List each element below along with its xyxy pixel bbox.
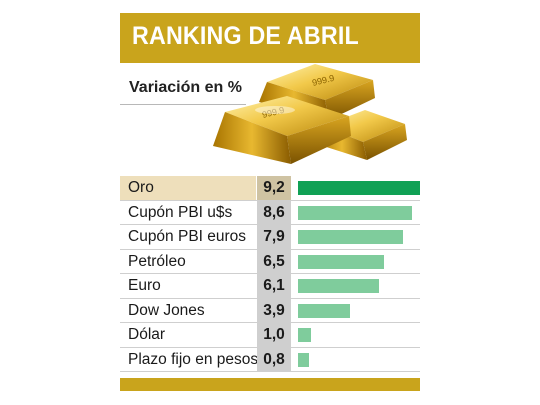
- chart-title: RANKING DE ABRIL: [132, 22, 359, 50]
- bar: [298, 254, 385, 269]
- table-row: Cupón PBI euros 7,9: [120, 225, 420, 250]
- row-divider: [120, 248, 420, 250]
- bar: [298, 328, 312, 342]
- row-divider: [120, 224, 420, 225]
- row-divider: [120, 322, 420, 323]
- title-band: [120, 13, 420, 63]
- value-label: 6,5: [257, 249, 291, 273]
- value-label: 0,8: [257, 347, 291, 371]
- category-label: Dólar: [128, 326, 166, 343]
- category-label: Dow Jones: [128, 301, 205, 319]
- value-label: 7,9: [257, 225, 291, 249]
- table-row: Euro 6,1: [120, 274, 420, 299]
- row-divider: [120, 199, 420, 201]
- bar: [298, 181, 420, 195]
- category-label: Plazo fijo en pesos: [128, 350, 259, 368]
- table-row: Plazo fijo en pesos 0,8: [120, 347, 420, 372]
- table-row: Dow Jones 3,9: [120, 298, 420, 323]
- value-label: 3,9: [257, 298, 291, 322]
- row-divider: [120, 371, 420, 372]
- bar: [298, 279, 379, 293]
- table-row: Petróleo 6,5: [120, 249, 420, 274]
- category-label: Oro: [120, 176, 256, 200]
- row-divider: [120, 346, 420, 348]
- table-row: Dólar 1,0: [120, 323, 420, 348]
- bar: [298, 205, 413, 220]
- category-label: Cupón PBI euros: [128, 228, 247, 245]
- value-label: 8,6: [257, 200, 291, 224]
- row-divider: [120, 297, 420, 299]
- chart-subtitle: Variación en %: [129, 79, 242, 96]
- value-label: 1,0: [257, 323, 291, 347]
- bar: [298, 303, 350, 318]
- value-label: 6,1: [257, 274, 291, 298]
- category-label: Euro: [128, 277, 161, 294]
- table-row: Cupón PBI u$s 8,6: [120, 200, 420, 225]
- category-label: Cupón PBI u$s: [128, 203, 233, 221]
- category-label: Petróleo: [128, 252, 186, 270]
- value-label: 9,2: [257, 176, 291, 200]
- ranking-chart: Oro 9,2 Cupón PBI u$s 8,6 Cupón PBI euros 7,9…: [120, 176, 420, 372]
- bar: [298, 230, 403, 244]
- row-divider: [120, 273, 420, 274]
- gold-bars-image: 999.9 999.9: [213, 64, 407, 164]
- bottom-band: [120, 378, 420, 391]
- bar: [298, 352, 309, 367]
- subtitle-divider: [120, 104, 246, 105]
- table-row: Oro 9,2: [120, 176, 420, 201]
